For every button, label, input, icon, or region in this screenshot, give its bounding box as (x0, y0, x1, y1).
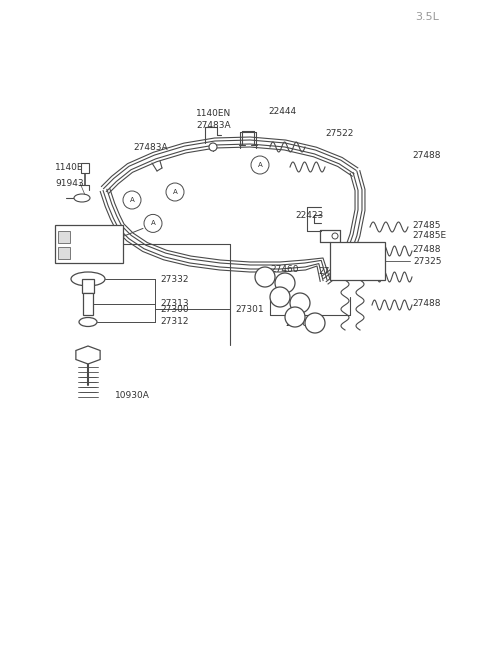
Text: 27488: 27488 (412, 246, 441, 255)
Circle shape (251, 156, 269, 174)
Text: 27483A: 27483A (196, 121, 230, 130)
Text: 22444: 22444 (268, 107, 296, 117)
Text: 27325: 27325 (413, 257, 442, 265)
Circle shape (209, 143, 217, 151)
Text: 3.5L: 3.5L (415, 12, 439, 22)
Polygon shape (76, 346, 100, 364)
Circle shape (285, 307, 305, 327)
Text: 27485E: 27485E (412, 231, 446, 240)
Text: 27488: 27488 (412, 151, 441, 160)
Text: A: A (258, 162, 263, 168)
Text: 91943: 91943 (55, 179, 84, 187)
FancyBboxPatch shape (330, 242, 385, 280)
Circle shape (290, 293, 310, 313)
Text: 22423: 22423 (295, 210, 323, 219)
Text: 27440: 27440 (318, 267, 347, 276)
Text: 27501: 27501 (285, 318, 313, 328)
Ellipse shape (74, 194, 90, 202)
Text: 27312: 27312 (160, 318, 189, 326)
Text: 27485: 27485 (412, 221, 441, 229)
Text: A: A (173, 189, 178, 195)
Text: 1140EN: 1140EN (196, 109, 231, 119)
Text: 27460: 27460 (270, 265, 299, 274)
Text: A: A (130, 197, 134, 203)
Circle shape (255, 267, 275, 287)
Bar (81, 163, 89, 173)
Circle shape (166, 183, 184, 201)
Bar (83, 293, 93, 315)
Text: 27313: 27313 (160, 299, 189, 309)
Circle shape (144, 214, 162, 233)
Ellipse shape (71, 272, 105, 286)
Circle shape (270, 287, 290, 307)
Circle shape (305, 313, 325, 333)
Text: 27332: 27332 (160, 274, 189, 284)
Bar (58, 247, 70, 259)
Text: 10930A: 10930A (115, 390, 150, 400)
Text: 27301: 27301 (235, 305, 264, 314)
Circle shape (123, 191, 141, 209)
Text: A: A (151, 220, 156, 227)
Circle shape (332, 233, 338, 239)
Bar (58, 231, 70, 243)
Circle shape (275, 273, 295, 293)
FancyBboxPatch shape (55, 225, 123, 263)
Text: 27300: 27300 (160, 305, 189, 314)
Text: 27522: 27522 (325, 128, 353, 138)
Ellipse shape (79, 318, 97, 326)
Text: 1140EH: 1140EH (55, 164, 90, 172)
Text: 27483A: 27483A (133, 143, 168, 153)
Text: 27488: 27488 (412, 299, 441, 307)
Text: 27420: 27420 (355, 267, 384, 276)
Bar (82, 279, 94, 293)
